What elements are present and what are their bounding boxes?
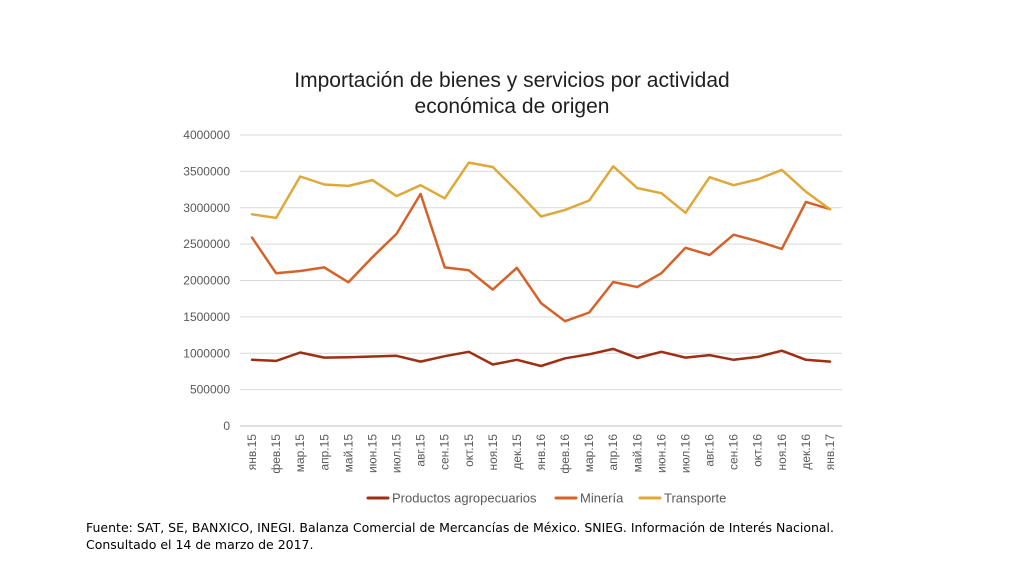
x-tick-label: фев.16 bbox=[558, 434, 572, 474]
y-tick-label: 1000000 bbox=[183, 346, 230, 360]
series-line-3 bbox=[250, 161, 832, 220]
legend: Productos agropecuarios Minería Transporte bbox=[366, 491, 726, 506]
chart-title-line-1: Importación de bienes y servicios por ac… bbox=[294, 69, 730, 92]
x-tick-label: янв.16 bbox=[534, 434, 548, 471]
x-tick-label: июн.15 bbox=[365, 434, 379, 473]
x-tick-label: апр.15 bbox=[317, 434, 331, 471]
y-tick-label: 1500000 bbox=[183, 310, 230, 324]
x-tick-label: дек.16 bbox=[799, 434, 813, 470]
x-tick-label: фев.15 bbox=[269, 434, 283, 474]
x-tick-label: мар.16 bbox=[582, 434, 596, 473]
source-note-line-2: Consultado el 14 de marzo de 2017. bbox=[86, 537, 314, 552]
series-line-1 bbox=[250, 347, 832, 368]
y-axis-ticks: 0 500000 1000000 1500000 2000000 2500000 30000… bbox=[183, 128, 230, 433]
chart-title: Importación de bienes y servicios por ac… bbox=[200, 68, 824, 120]
series-line-2 bbox=[250, 192, 832, 323]
x-tick-label: ноя.16 bbox=[775, 434, 789, 471]
x-tick-label: мар.15 bbox=[293, 434, 307, 473]
x-tick-label: авг.16 bbox=[703, 434, 717, 467]
y-tick-label: 3500000 bbox=[183, 164, 230, 178]
legend-label: Productos agropecuarios bbox=[392, 491, 537, 506]
y-tick-label: 4000000 bbox=[183, 128, 230, 142]
x-tick-label: авг.15 bbox=[414, 434, 428, 467]
source-note: Fuente: SAT, SE, BANXICO, INEGI. Balanza… bbox=[86, 519, 946, 553]
x-tick-label: июл.15 bbox=[390, 434, 404, 473]
x-tick-label: июн.16 bbox=[654, 434, 668, 473]
gridlines bbox=[240, 134, 842, 427]
legend-label: Transporte bbox=[664, 491, 726, 506]
x-tick-label: сен.15 bbox=[438, 434, 452, 470]
chart-title-line-2: económica de origen bbox=[414, 95, 610, 118]
y-tick-label: 0 bbox=[223, 419, 230, 433]
y-tick-label: 3000000 bbox=[183, 201, 230, 215]
x-tick-label: ноя.15 bbox=[486, 434, 500, 471]
x-tick-label: июл.16 bbox=[678, 434, 692, 473]
legend-label: Minería bbox=[580, 491, 624, 506]
x-tick-label: окт.15 bbox=[462, 434, 476, 467]
source-note-line-1: Fuente: SAT, SE, BANXICO, INEGI. Balanza… bbox=[86, 520, 834, 535]
y-tick-label: 2500000 bbox=[183, 237, 230, 251]
x-tick-label: окт.16 bbox=[751, 434, 765, 467]
y-tick-label: 2000000 bbox=[183, 274, 230, 288]
x-tick-label: май.16 bbox=[630, 434, 644, 473]
x-tick-label: сен.16 bbox=[727, 434, 741, 470]
x-tick-label: янв.17 bbox=[823, 434, 837, 471]
x-tick-label: янв.15 bbox=[245, 434, 259, 471]
series-lines bbox=[250, 161, 832, 368]
y-tick-label: 500000 bbox=[190, 383, 230, 397]
x-axis-ticks: янв.15 фев.15 мар.15 апр.15 май.15 июн.15 июл.… bbox=[245, 434, 837, 474]
x-tick-label: май.15 bbox=[341, 434, 355, 473]
x-tick-label: апр.16 bbox=[606, 434, 620, 471]
x-tick-label: дек.15 bbox=[510, 434, 524, 470]
